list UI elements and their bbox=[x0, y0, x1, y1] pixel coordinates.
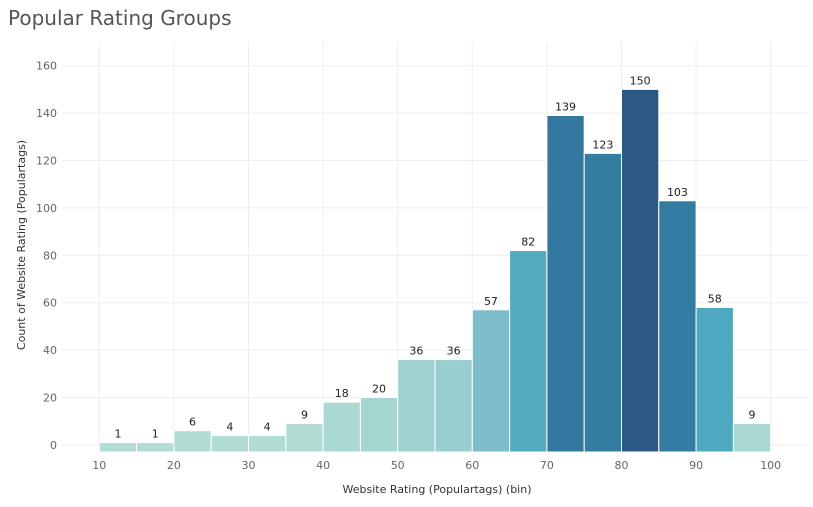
x-tick-label: 100 bbox=[760, 459, 781, 472]
histogram-bar bbox=[173, 430, 212, 453]
bar-value-label: 4 bbox=[226, 420, 233, 433]
bar-value-label: 123 bbox=[592, 138, 613, 151]
x-tick-label: 90 bbox=[689, 459, 703, 472]
histogram-bar bbox=[658, 200, 697, 453]
histogram-bar bbox=[471, 309, 511, 453]
histogram-bar bbox=[397, 359, 436, 453]
y-tick-label: 0 bbox=[50, 439, 57, 452]
histogram-bar bbox=[210, 434, 249, 453]
x-tick-label: 10 bbox=[92, 459, 106, 472]
y-tick-label: 60 bbox=[43, 297, 57, 310]
x-tick-label: 20 bbox=[167, 459, 181, 472]
histogram-bar bbox=[434, 359, 473, 453]
bar-value-label: 6 bbox=[189, 416, 196, 429]
x-tick-label: 50 bbox=[391, 459, 405, 472]
x-tick-label: 70 bbox=[540, 459, 554, 472]
histogram-bar bbox=[359, 396, 399, 453]
data-labels-group: 1 1 6 4 4 9 18 20 36 36 57 82 139 123 150 103 58 9 bbox=[114, 74, 755, 440]
y-axis-title: Count of Website Rating (Populartags) bbox=[15, 140, 28, 350]
x-axis-ticks: 10 20 30 40 50 60 70 80 90 100 bbox=[92, 459, 781, 472]
x-axis-title: Website Rating (Populartags) (bin) bbox=[343, 483, 532, 496]
bar-value-label: 82 bbox=[521, 236, 535, 249]
histogram-bar bbox=[98, 442, 138, 453]
bar-value-label: 150 bbox=[630, 74, 651, 87]
bar-value-label: 36 bbox=[409, 345, 423, 358]
bar-value-label: 18 bbox=[335, 387, 349, 400]
histogram-bar bbox=[583, 152, 623, 453]
bar-value-label: 9 bbox=[301, 409, 308, 422]
histogram-bar bbox=[509, 250, 548, 453]
histogram-bar bbox=[322, 401, 361, 453]
y-tick-label: 100 bbox=[36, 202, 57, 215]
histogram-bar bbox=[285, 423, 324, 453]
bar-value-label: 57 bbox=[484, 295, 498, 308]
bars-group bbox=[98, 88, 772, 453]
bar-value-label: 103 bbox=[667, 186, 688, 199]
bar-value-label: 36 bbox=[447, 345, 461, 358]
y-tick-label: 20 bbox=[43, 391, 57, 404]
histogram-bar bbox=[732, 423, 772, 453]
x-tick-label: 80 bbox=[615, 459, 629, 472]
y-tick-label: 40 bbox=[43, 344, 57, 357]
x-tick-label: 60 bbox=[465, 459, 479, 472]
y-axis-ticks: 0 20 40 60 80 100 120 140 160 bbox=[36, 60, 57, 452]
x-tick-label: 40 bbox=[316, 459, 330, 472]
histogram-bar bbox=[621, 88, 660, 453]
bar-value-label: 4 bbox=[264, 420, 271, 433]
chart-title: Popular Rating Groups bbox=[8, 6, 232, 30]
x-tick-label: 30 bbox=[242, 459, 256, 472]
y-tick-label: 80 bbox=[43, 249, 57, 262]
bar-value-label: 20 bbox=[372, 382, 386, 395]
bar-value-label: 58 bbox=[708, 292, 722, 305]
bar-value-label: 1 bbox=[114, 428, 121, 441]
histogram-bar bbox=[695, 306, 734, 453]
y-tick-label: 140 bbox=[36, 107, 57, 120]
histogram-bar bbox=[546, 114, 585, 453]
grid-lines bbox=[62, 42, 808, 452]
y-tick-label: 120 bbox=[36, 154, 57, 167]
bar-value-label: 9 bbox=[749, 409, 756, 422]
y-tick-label: 160 bbox=[36, 60, 57, 73]
bar-value-label: 139 bbox=[555, 100, 576, 113]
histogram-bar bbox=[248, 434, 287, 453]
histogram-bar bbox=[136, 442, 175, 453]
bar-value-label: 1 bbox=[152, 428, 159, 441]
